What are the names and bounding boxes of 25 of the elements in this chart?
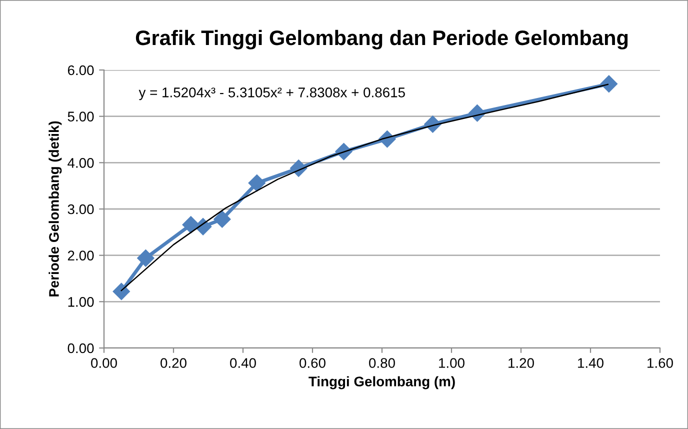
point: [137, 250, 154, 267]
annotation: y = 1.5204x³ - 5.3105x² + 7.8308x + 0.8615: [138, 88, 405, 100]
y-tick-label: 2.00: [68, 250, 94, 261]
x-tick-label: 0.00: [91, 358, 117, 368]
point: [112, 282, 130, 300]
y-tick-label: 4.00: [68, 158, 94, 168]
y-tick-label: 0.00: [68, 343, 94, 354]
x-tick-label: 0.80: [369, 358, 395, 368]
y-tick-label: 3.00: [68, 204, 94, 214]
y-tick-label: 5.00: [68, 112, 94, 122]
x-tick-label: 0.40: [230, 358, 256, 368]
x-axis-title: Tinggi Gelombang (m): [308, 376, 455, 390]
y-tick-label: 1.00: [68, 297, 94, 307]
point: [248, 174, 266, 192]
y-axis-title: Periode Gelombang (detik): [48, 121, 62, 296]
x-tick-label: 1.60: [648, 358, 673, 368]
x-tick-label: 1.20: [508, 358, 534, 368]
point: [214, 210, 231, 228]
y-tick-label: 6.00: [68, 65, 94, 76]
x-tick-label: 0.20: [160, 358, 186, 368]
x-tick-label: 1.00: [439, 358, 464, 368]
chart-title: Grafik Tinggi Gelombang dan Periode Gelombang: [136, 30, 628, 50]
point: [600, 75, 618, 92]
x-tick-label: 0.60: [300, 358, 326, 368]
x-tick-label: 1.40: [578, 358, 604, 368]
